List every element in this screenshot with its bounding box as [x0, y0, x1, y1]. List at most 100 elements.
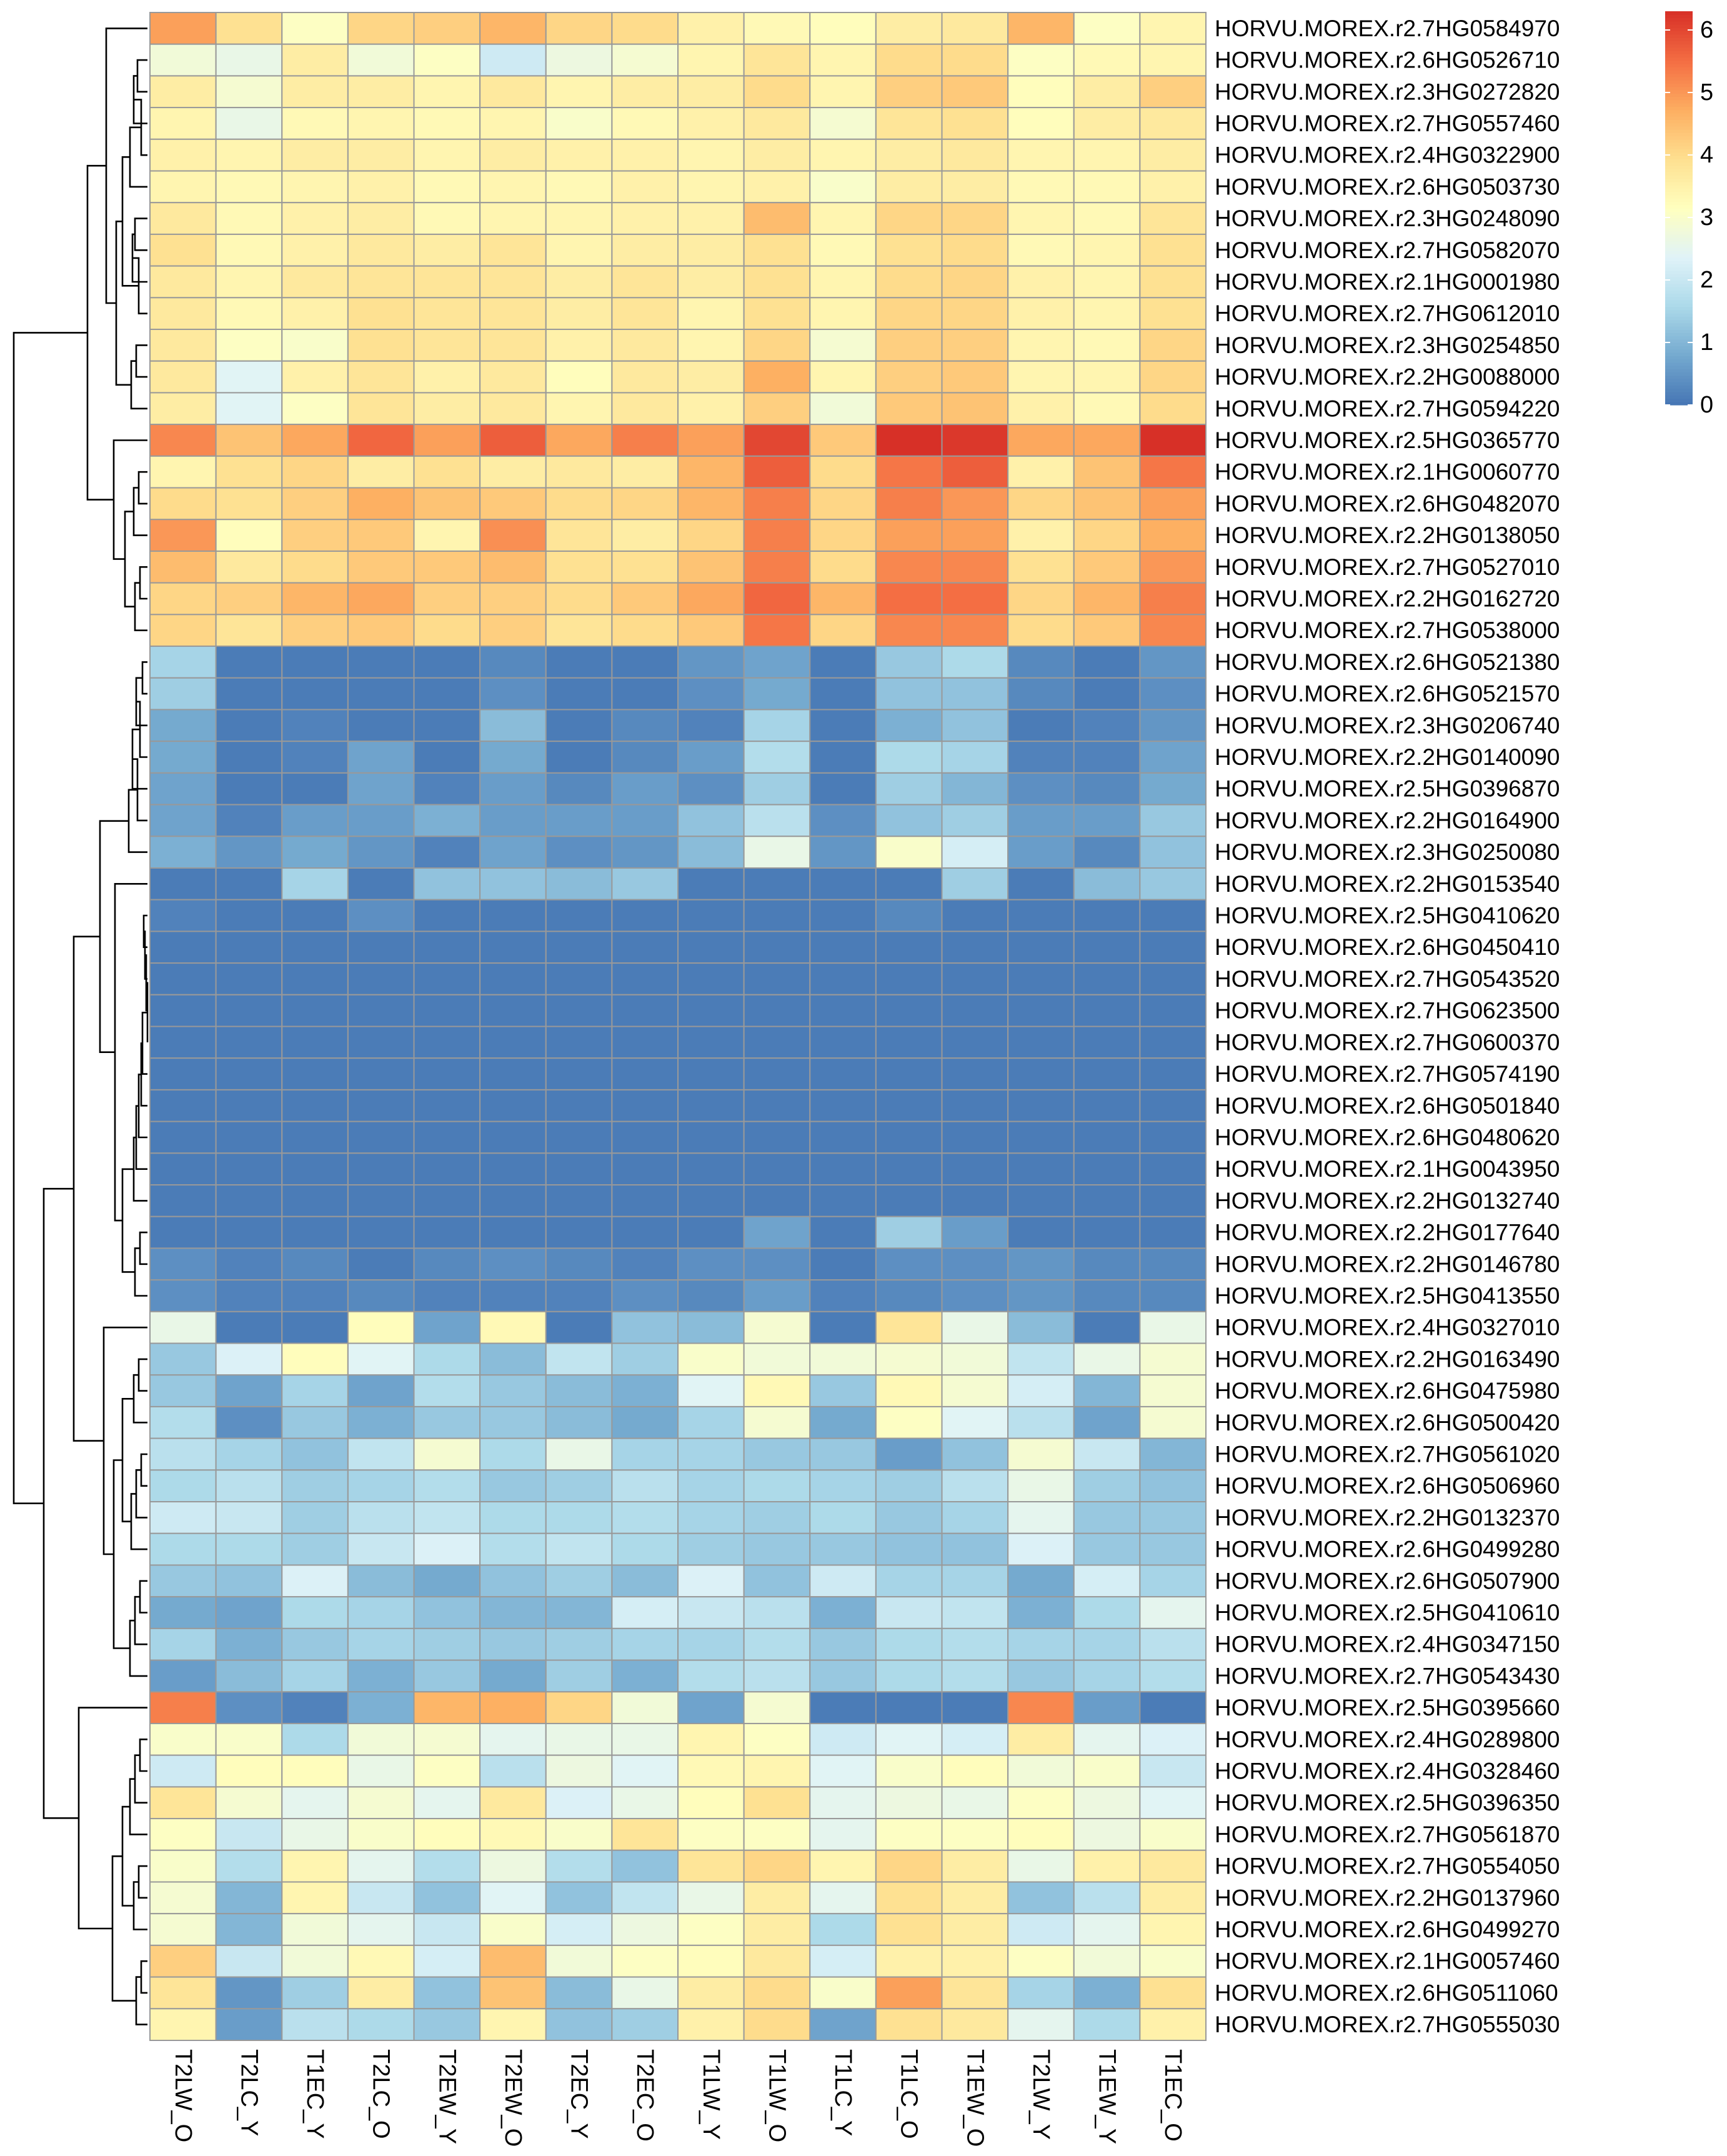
heatmap-cell: [743, 1310, 811, 1344]
color-bar-segment: [1665, 234, 1693, 238]
color-bar-segment: [1665, 178, 1693, 182]
heatmap-cell: [215, 867, 283, 901]
color-bar-segment: [1665, 359, 1693, 363]
column-label: T1EC_Y: [302, 2049, 328, 2139]
row-label: HORVU.MOREX.r2.5HG0365770: [1215, 427, 1560, 453]
heatmap-cell: [281, 836, 349, 869]
heatmap-cell: [677, 709, 745, 742]
heatmap-cell: [1007, 107, 1075, 140]
dendrogram-branch: [134, 582, 147, 631]
heatmap-cell: [1139, 772, 1207, 806]
heatmap-cell: [347, 836, 415, 869]
heatmap-cell: [809, 836, 877, 869]
heatmap-cell: [413, 519, 481, 552]
heatmap-cell: [413, 804, 481, 837]
heatmap-cell: [611, 1627, 679, 1661]
heatmap-cell: [545, 1469, 613, 1503]
heatmap-cell: [875, 1691, 943, 1724]
heatmap-cell: [281, 1596, 349, 1629]
heatmap-cell: [677, 1310, 745, 1344]
heatmap-cell: [545, 519, 613, 552]
heatmap-cell: [215, 1089, 283, 1122]
heatmap-cell: [479, 1944, 547, 1978]
heatmap-cell: [545, 455, 613, 489]
heatmap-cell: [875, 1627, 943, 1661]
heatmap-cell: [677, 1279, 745, 1312]
dendrogram-branch: [139, 1580, 147, 1614]
heatmap-cell: [479, 233, 547, 267]
heatmap-cell: [743, 1215, 811, 1249]
heatmap-cell: [347, 1754, 415, 1788]
heatmap-cell: [1073, 1215, 1141, 1249]
heatmap-cell: [1139, 1564, 1207, 1598]
heatmap-cell: [281, 1374, 349, 1407]
heatmap-cell: [545, 1184, 613, 1217]
heatmap-cell: [941, 741, 1009, 774]
heatmap-cell: [413, 1849, 481, 1883]
heatmap-cell: [941, 1722, 1009, 1756]
heatmap-cell: [1073, 202, 1141, 235]
heatmap-cell: [743, 1437, 811, 1471]
heatmap-cell: [347, 1469, 415, 1503]
heatmap-cell: [281, 1215, 349, 1249]
heatmap-cell: [149, 1913, 217, 1946]
color-bar-segment: [1665, 139, 1693, 143]
row-label: HORVU.MOREX.r2.2HG0153540: [1215, 871, 1560, 897]
heatmap-cell: [875, 2008, 943, 2042]
row-label: HORVU.MOREX.r2.7HG0543430: [1215, 1663, 1560, 1689]
heatmap-cell: [281, 1152, 349, 1186]
column-label: T2LW_O: [170, 2049, 196, 2142]
heatmap-cell: [545, 360, 613, 394]
heatmap-cell: [743, 1532, 811, 1566]
color-bar-segment: [1665, 385, 1693, 389]
heatmap-cell: [347, 1120, 415, 1154]
heatmap-cell: [875, 1374, 943, 1407]
heatmap-cell: [545, 1818, 613, 1851]
heatmap-cell: [1139, 1501, 1207, 1534]
heatmap-cell: [545, 1659, 613, 1693]
heatmap-cell: [215, 1310, 283, 1344]
heatmap-cell: [677, 1247, 745, 1281]
heatmap-cell: [677, 12, 745, 45]
heatmap-cell: [413, 1374, 481, 1407]
heatmap-cell: [677, 741, 745, 774]
color-bar-segment: [1665, 372, 1693, 376]
heatmap-cell: [1007, 614, 1075, 647]
heatmap-cell: [347, 75, 415, 109]
heatmap-cell: [413, 931, 481, 964]
heatmap-cell: [413, 1152, 481, 1186]
heatmap-cell: [149, 487, 217, 521]
heatmap-cell: [545, 772, 613, 806]
heatmap-cell: [677, 487, 745, 521]
heatmap-cell: [347, 1247, 415, 1281]
heatmap-cell: [413, 487, 481, 521]
heatmap-cell: [1139, 646, 1207, 679]
row-label: HORVU.MOREX.r2.2HG0162720: [1215, 586, 1560, 612]
heatmap-cell: [215, 931, 283, 964]
heatmap-cell: [941, 1944, 1009, 1978]
heatmap-cell: [941, 962, 1009, 996]
color-bar-segment: [1665, 116, 1693, 120]
heatmap-cell: [611, 646, 679, 679]
heatmap-cell: [347, 2008, 415, 2042]
heatmap-cell: [281, 899, 349, 932]
color-bar-segment: [1665, 287, 1693, 291]
heatmap-cell: [875, 1215, 943, 1249]
heatmap-cell: [281, 487, 349, 521]
heatmap-cell: [149, 1849, 217, 1883]
heatmap-cell: [1007, 677, 1075, 711]
heatmap-cell: [1007, 1089, 1075, 1122]
heatmap-cell: [413, 1215, 481, 1249]
heatmap-cell: [743, 43, 811, 77]
heatmap-cell: [941, 329, 1009, 362]
dendrogram-branch: [102, 1326, 147, 1555]
heatmap-cell: [809, 1881, 877, 1915]
heatmap-cell: [1073, 1627, 1141, 1661]
heatmap-cell: [677, 1437, 745, 1471]
heatmap-cell: [347, 1976, 415, 2010]
heatmap-cell: [413, 962, 481, 996]
heatmap-cell: [1073, 392, 1141, 426]
heatmap-cell: [809, 297, 877, 331]
heatmap-cell: [1073, 1374, 1141, 1407]
heatmap-cell: [743, 741, 811, 774]
